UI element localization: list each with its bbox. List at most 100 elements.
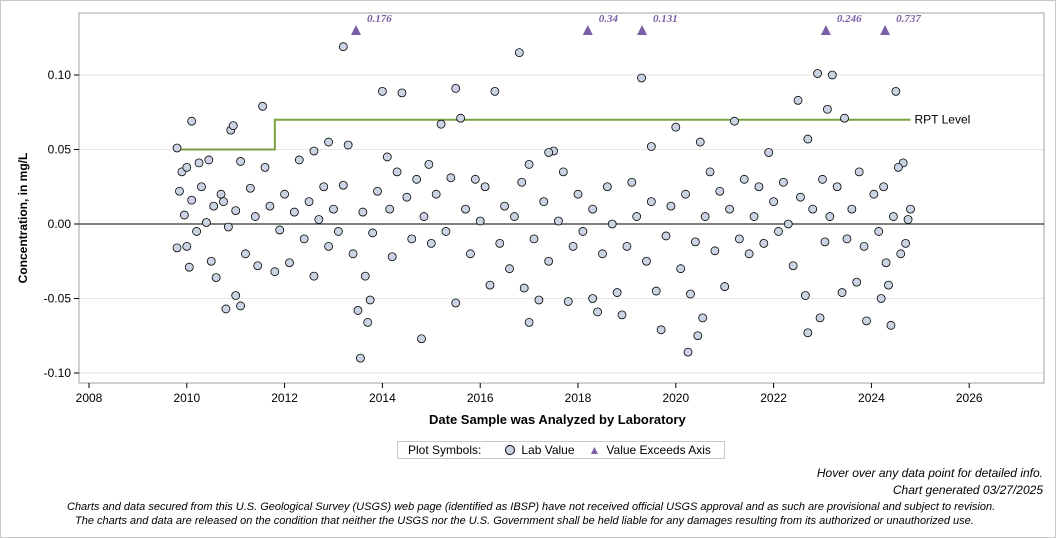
data-point (304, 197, 314, 207)
data-point (289, 207, 299, 217)
data-point (333, 227, 343, 236)
x-tick-label: 2010 (173, 391, 200, 405)
data-point (253, 261, 263, 271)
data-point (558, 167, 568, 177)
data-point (683, 347, 693, 357)
data-point (446, 173, 456, 183)
data-point (607, 219, 617, 229)
data-point (788, 261, 798, 271)
data-point (461, 204, 470, 214)
data-point (228, 121, 238, 131)
x-axis-label: Date Sample was Analyzed by Laboratory (429, 412, 686, 427)
data-point (852, 277, 862, 287)
data-point (184, 262, 194, 272)
data-point (661, 231, 671, 241)
data-point (884, 280, 893, 290)
data-point (837, 288, 847, 297)
data-point (715, 186, 725, 196)
data-point (385, 204, 395, 214)
data-point (426, 238, 436, 248)
x-tick-label: 2022 (760, 391, 787, 405)
legend-exceeds-axis: Value Exceeds Axis (606, 443, 711, 457)
data-point (769, 197, 778, 207)
data-point (451, 84, 461, 93)
exceeds-axis-marker (637, 25, 648, 35)
data-point (874, 227, 884, 236)
data-point (510, 212, 519, 221)
data-point (749, 212, 759, 221)
data-point (876, 294, 886, 303)
data-point (695, 137, 705, 147)
data-point (842, 234, 852, 244)
data-point (260, 162, 270, 172)
data-point (490, 86, 500, 96)
data-point (869, 189, 879, 199)
data-point (637, 73, 646, 83)
y-axis-label: Concentration, in mg/L (16, 152, 30, 284)
data-point (495, 238, 505, 248)
data-point (906, 204, 915, 214)
data-point (588, 294, 598, 303)
data-point (201, 218, 211, 227)
data-point (382, 152, 392, 162)
data-point (793, 95, 803, 105)
data-point (764, 148, 774, 157)
data-point (475, 216, 485, 226)
data-point (294, 155, 304, 165)
data-point (206, 256, 216, 266)
data-point (441, 227, 451, 236)
data-point (896, 249, 906, 259)
data-point (840, 113, 849, 123)
data-point (245, 183, 255, 193)
data-point (646, 142, 656, 151)
data-point (693, 331, 703, 341)
data-point (236, 301, 245, 311)
data-point (774, 227, 783, 236)
legend: Plot Symbols: Lab Value ▲ Value Exceeds … (397, 441, 725, 459)
data-point (231, 206, 241, 215)
x-tick-label: 2014 (369, 391, 396, 405)
data-point (519, 283, 529, 293)
data-point (329, 204, 338, 214)
data-point (666, 201, 676, 211)
exceeds-axis-marker (820, 25, 831, 35)
data-point (280, 189, 290, 199)
data-point (505, 264, 514, 274)
data-point (901, 238, 911, 248)
data-point (539, 197, 549, 207)
data-point (524, 159, 534, 169)
data-point (514, 48, 524, 58)
data-point (309, 146, 319, 156)
chart-generated: Chart generated 03/27/2025 (892, 483, 1043, 497)
data-point (800, 291, 810, 300)
data-point (725, 204, 734, 214)
data-point (832, 182, 842, 192)
data-point (889, 212, 898, 221)
data-point (612, 288, 622, 297)
data-point (377, 86, 387, 96)
data-point (808, 204, 818, 214)
disclaimer-line-2: The charts and data are released on the … (75, 515, 974, 527)
data-point (485, 280, 495, 290)
data-point (903, 215, 913, 224)
data-point (219, 197, 228, 207)
data-point (700, 212, 710, 221)
data-point (363, 317, 373, 327)
data-point (893, 162, 903, 172)
data-point (739, 174, 749, 184)
exceeds-axis-value: 0.737 (896, 13, 921, 25)
data-point (778, 177, 788, 187)
data-point (392, 167, 402, 177)
data-point (578, 227, 588, 236)
x-tick-label: 2026 (956, 391, 983, 405)
data-point (368, 228, 378, 238)
data-point (209, 201, 219, 211)
x-tick-label: 2016 (467, 391, 494, 405)
y-tick-label: 0.05 (48, 143, 72, 157)
data-point (593, 307, 602, 317)
data-point (827, 70, 837, 80)
data-point (187, 116, 197, 126)
data-point (431, 189, 441, 199)
data-point (681, 189, 690, 199)
